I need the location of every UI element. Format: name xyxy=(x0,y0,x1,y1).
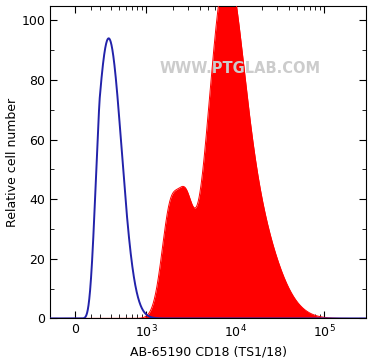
Y-axis label: Relative cell number: Relative cell number xyxy=(6,98,19,226)
X-axis label: AB-65190 CD18 (TS1/18): AB-65190 CD18 (TS1/18) xyxy=(130,345,287,359)
Text: WWW.PTGLAB.COM: WWW.PTGLAB.COM xyxy=(159,61,320,76)
